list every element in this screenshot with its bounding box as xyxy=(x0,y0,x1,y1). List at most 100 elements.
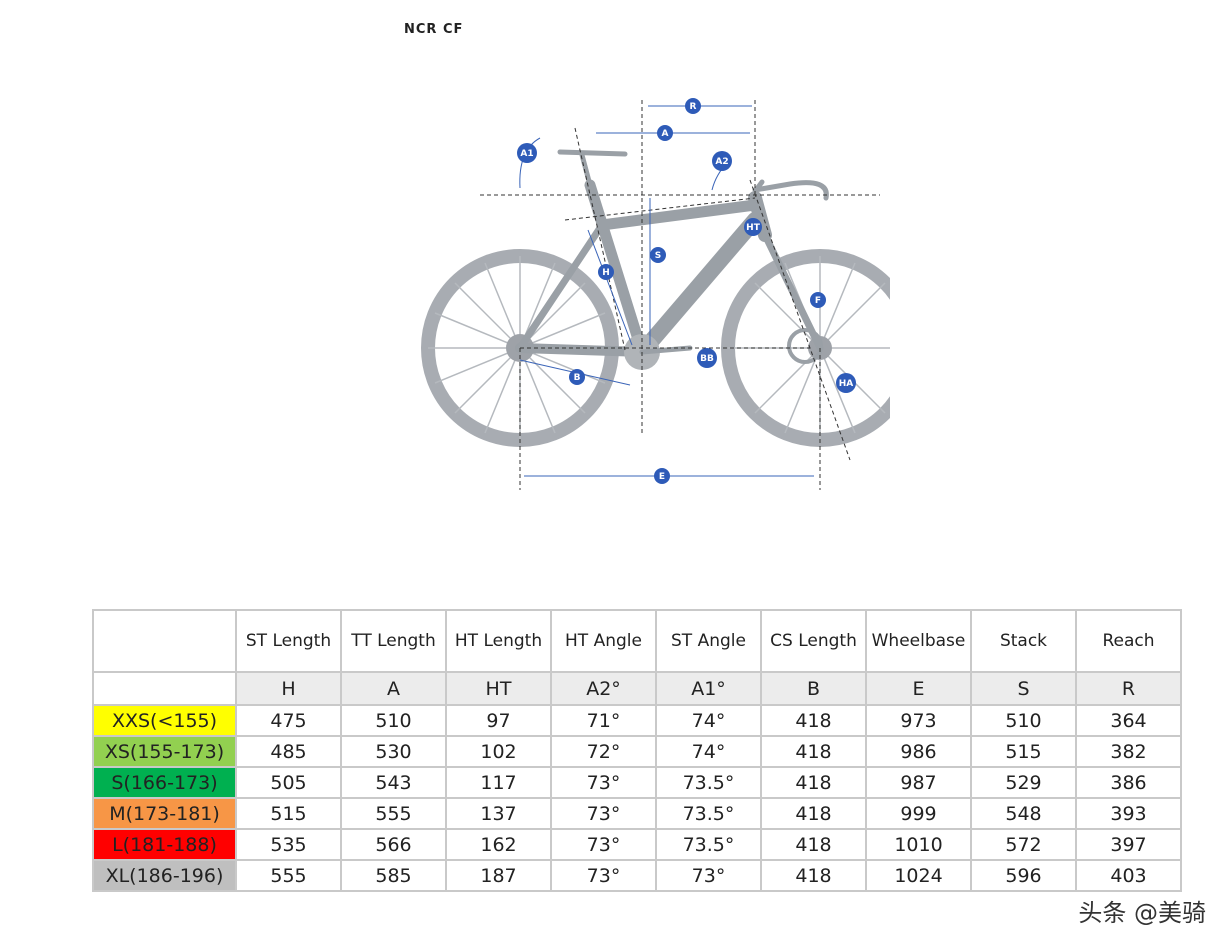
table-row: XXS(<155) 475 510 97 71° 74° 418 973 510 364 xyxy=(92,704,1182,737)
value-cell: 999 xyxy=(865,797,972,830)
value-cell: 987 xyxy=(865,766,972,799)
value-cell: 566 xyxy=(340,828,447,861)
header-cell: ST Angle xyxy=(655,609,762,673)
size-cell: M(173-181) xyxy=(92,797,237,830)
header-cell: Reach xyxy=(1075,609,1182,673)
value-cell: 397 xyxy=(1075,828,1182,861)
header-cell: ST Length xyxy=(235,609,342,673)
header-cell: Stack xyxy=(970,609,1077,673)
value-cell: 986 xyxy=(865,735,972,768)
value-cell: 973 xyxy=(865,704,972,737)
value-cell: 510 xyxy=(340,704,447,737)
value-cell: 418 xyxy=(760,704,867,737)
svg-text:HA: HA xyxy=(839,379,854,389)
value-cell: 515 xyxy=(235,797,342,830)
value-cell: 403 xyxy=(1075,859,1182,892)
size-cell: S(166-173) xyxy=(92,766,237,799)
table-row: S(166-173) 505 543 117 73° 73.5° 418 987 529 386 xyxy=(92,766,1182,799)
value-cell: 382 xyxy=(1075,735,1182,768)
abbr-cell: A xyxy=(340,671,447,706)
value-cell: 364 xyxy=(1075,704,1182,737)
dimension-labels: R A A1 A2 S HT H F BB B HA E xyxy=(517,98,856,484)
svg-text:E: E xyxy=(659,472,665,482)
svg-text:R: R xyxy=(690,102,697,112)
value-cell: 555 xyxy=(235,859,342,892)
value-cell: 73.5° xyxy=(655,766,762,799)
abbreviation-row: H A HT A2° A1° B E S R xyxy=(92,671,1182,706)
header-cell: Wheelbase xyxy=(865,609,972,673)
watermark: 头条 @美骑 xyxy=(1078,899,1206,927)
value-cell: 572 xyxy=(970,828,1077,861)
measurement-lines xyxy=(480,100,880,490)
header-cell: TT Length xyxy=(340,609,447,673)
value-cell: 505 xyxy=(235,766,342,799)
value-cell: 393 xyxy=(1075,797,1182,830)
svg-text:HT: HT xyxy=(746,223,761,233)
value-cell: 73.5° xyxy=(655,828,762,861)
value-cell: 475 xyxy=(235,704,342,737)
value-cell: 418 xyxy=(760,828,867,861)
bike-frame xyxy=(515,149,829,370)
page-title: NCR CF xyxy=(404,22,464,37)
value-cell: 386 xyxy=(1075,766,1182,799)
value-cell: 418 xyxy=(760,766,867,799)
abbr-cell: R xyxy=(1075,671,1182,706)
value-cell: 418 xyxy=(760,859,867,892)
abbr-cell: A1° xyxy=(655,671,762,706)
svg-text:S: S xyxy=(655,251,661,261)
value-cell: 418 xyxy=(760,735,867,768)
abbr-cell: E xyxy=(865,671,972,706)
value-cell: 74° xyxy=(655,704,762,737)
size-cell: XL(186-196) xyxy=(92,859,237,892)
value-cell: 73.5° xyxy=(655,797,762,830)
abbr-cell: H xyxy=(235,671,342,706)
value-cell: 418 xyxy=(760,797,867,830)
corner-cell xyxy=(92,609,237,673)
value-cell: 543 xyxy=(340,766,447,799)
table-row: XL(186-196) 555 585 187 73° 73° 418 1024 596 403 xyxy=(92,859,1182,892)
svg-text:A: A xyxy=(662,129,669,139)
value-cell: 73° xyxy=(550,797,657,830)
value-cell: 585 xyxy=(340,859,447,892)
value-cell: 530 xyxy=(340,735,447,768)
value-cell: 74° xyxy=(655,735,762,768)
value-cell: 510 xyxy=(970,704,1077,737)
value-cell: 1010 xyxy=(865,828,972,861)
value-cell: 555 xyxy=(340,797,447,830)
size-cell: L(181-188) xyxy=(92,828,237,861)
value-cell: 535 xyxy=(235,828,342,861)
svg-text:A1: A1 xyxy=(520,149,533,159)
header-cell: CS Length xyxy=(760,609,867,673)
value-cell: 529 xyxy=(970,766,1077,799)
size-cell: XXS(<155) xyxy=(92,704,237,737)
abbr-cell: HT xyxy=(445,671,552,706)
table-row: XS(155-173) 485 530 102 72° 74° 418 986 515 382 xyxy=(92,735,1182,768)
abbr-cell: S xyxy=(970,671,1077,706)
abbr-cell: A2° xyxy=(550,671,657,706)
value-cell: 73° xyxy=(550,859,657,892)
abbr-cell: B xyxy=(760,671,867,706)
value-cell: 137 xyxy=(445,797,552,830)
header-row: ST Length TT Length HT Length HT Angle S… xyxy=(92,609,1182,673)
bike-geometry-diagram: R A A1 A2 S HT H F BB B HA E xyxy=(421,98,890,490)
svg-text:H: H xyxy=(602,268,610,278)
value-cell: 72° xyxy=(550,735,657,768)
svg-text:BB: BB xyxy=(700,354,714,364)
header-cell: HT Length xyxy=(445,609,552,673)
size-cell: XS(155-173) xyxy=(92,735,237,768)
corner-cell xyxy=(92,671,237,706)
table-body: XXS(<155) 475 510 97 71° 74° 418 973 510 364 XS(15… xyxy=(92,704,1182,892)
svg-text:B: B xyxy=(574,373,581,383)
dimension-arrows xyxy=(519,105,814,477)
value-cell: 515 xyxy=(970,735,1077,768)
geometry-table: ST Length TT Length HT Length HT Angle S… xyxy=(92,609,1182,892)
value-cell: 97 xyxy=(445,704,552,737)
svg-text:A2: A2 xyxy=(715,157,728,167)
table-row: L(181-188) 535 566 162 73° 73.5° 418 1010 572 397 xyxy=(92,828,1182,861)
svg-text:F: F xyxy=(815,296,821,306)
value-cell: 102 xyxy=(445,735,552,768)
table-row: M(173-181) 515 555 137 73° 73.5° 418 999 548 393 xyxy=(92,797,1182,830)
value-cell: 596 xyxy=(970,859,1077,892)
value-cell: 485 xyxy=(235,735,342,768)
value-cell: 187 xyxy=(445,859,552,892)
